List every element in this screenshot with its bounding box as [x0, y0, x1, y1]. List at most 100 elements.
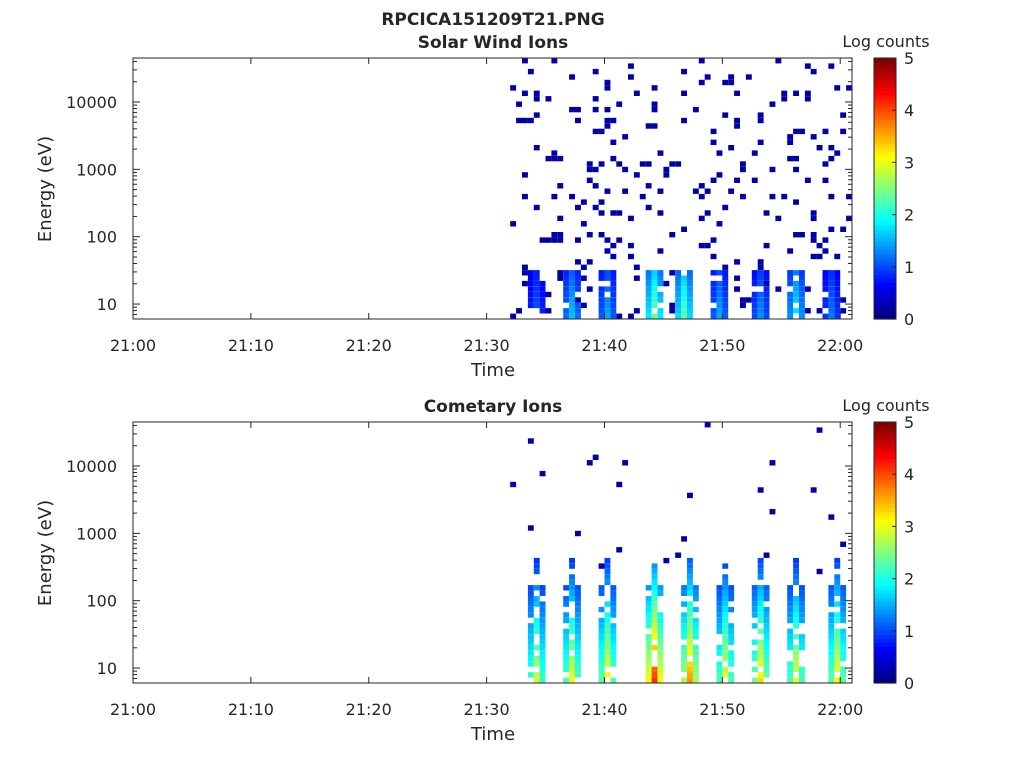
heatmap-cell: [533, 280, 540, 287]
heatmap-cell: [563, 612, 570, 618]
colorbar-swatch: [874, 176, 896, 181]
heatmap-cell: [545, 96, 552, 102]
heatmap-cell: [834, 308, 841, 314]
heatmap-cell: [769, 460, 776, 466]
heatmap-cell: [763, 552, 770, 558]
heatmap-cell: [539, 639, 546, 645]
heatmap-cell: [722, 590, 729, 596]
heatmap-cell: [610, 644, 617, 651]
heatmap-cell: [569, 590, 575, 596]
heatmap-cell: [604, 123, 611, 129]
heatmap-cell: [822, 275, 829, 281]
heatmap-cell: [545, 308, 552, 314]
heatmap-cell: [657, 313, 664, 319]
heatmap-cell: [799, 286, 805, 292]
colorbar-swatch: [874, 212, 896, 218]
heatmap-cell: [728, 74, 735, 80]
heatmap-cell: [810, 237, 817, 243]
heatmap-cell: [757, 677, 764, 683]
heatmap-cell: [522, 172, 528, 178]
colorbar-swatch: [874, 111, 896, 116]
heatmap-cell: [539, 623, 546, 629]
heatmap-cell: [716, 661, 723, 667]
heatmap-cell: [657, 308, 664, 314]
heatmap-cell: [751, 313, 758, 319]
heatmap-cell: [651, 585, 658, 591]
heatmap-cell: [793, 568, 799, 575]
heatmap-cell: [840, 308, 847, 314]
heatmap-cell: [793, 291, 799, 298]
heatmap-cell: [681, 601, 687, 607]
heatmap-cell: [787, 661, 794, 667]
heatmap-cell: [828, 623, 835, 629]
heatmap-cell: [651, 677, 658, 683]
heatmap-cell: [569, 193, 575, 200]
heatmap-cell: [598, 308, 605, 314]
heatmap-cell: [645, 650, 652, 656]
colorbar-tick-label: 4: [904, 465, 914, 484]
x-tick-label: 21:30: [464, 336, 510, 355]
heatmap-cell: [651, 596, 658, 602]
heatmap-cell: [527, 275, 534, 281]
colorbar-swatch: [874, 426, 896, 431]
heatmap-cell: [681, 661, 687, 667]
heatmap-cell: [804, 286, 811, 292]
heatmap-cell: [757, 644, 764, 651]
heatmap-cell: [527, 606, 534, 613]
heatmap-cell: [604, 579, 611, 586]
heatmap-cell: [645, 313, 652, 319]
colorbar-swatch: [874, 265, 896, 271]
colorbar-tick-label: 5: [904, 413, 914, 432]
heatmap-cell: [592, 166, 599, 173]
heatmap-cell: [586, 166, 593, 173]
heatmap-cell: [610, 634, 617, 640]
heatmap-cell: [728, 596, 735, 602]
heatmap-cell: [539, 617, 546, 624]
heatmap-cell: [610, 280, 617, 287]
heatmap-cell: [657, 280, 664, 287]
heatmap-cell: [598, 286, 605, 292]
heatmap-cell: [651, 275, 658, 281]
heatmap-cell: [575, 612, 581, 618]
heatmap-cell: [828, 308, 835, 314]
heatmap-cell: [822, 302, 829, 309]
heatmap-cell: [651, 106, 658, 113]
heatmap-cell: [575, 117, 581, 124]
heatmap-cell: [793, 617, 799, 624]
heatmap-cell: [586, 232, 593, 238]
heatmap-cell: [616, 481, 623, 488]
heatmap-cells: [510, 58, 852, 319]
heatmap-cell: [763, 302, 770, 309]
heatmap-cell: [522, 264, 528, 270]
heatmap-cell: [787, 672, 794, 678]
heatmap-cell: [598, 128, 605, 135]
heatmap-cell: [604, 275, 611, 281]
heatmap-cell: [834, 644, 841, 651]
heatmap-cell: [810, 253, 817, 260]
heatmap-cell: [575, 666, 581, 673]
heatmap-cell: [610, 210, 617, 216]
heatmap-cell: [793, 623, 799, 629]
heatmap-cell: [828, 655, 835, 662]
heatmap-cell: [527, 286, 534, 292]
panel-cometary: Cometary Ions 21:00 21:10 21:20 21:30 21:40 2…: [35, 396, 930, 745]
colorbar-swatch: [874, 462, 896, 468]
heatmap-cell: [722, 563, 729, 569]
heatmap-cell: [687, 291, 693, 298]
heatmap-cell: [710, 177, 717, 183]
colorbar-tick-label: 2: [904, 206, 914, 225]
x-axis-label: Time: [470, 360, 515, 381]
heatmap-cell: [840, 617, 847, 624]
colorbar-swatch: [874, 70, 896, 75]
heatmap-cell: [539, 661, 546, 667]
heatmap-cell: [522, 58, 528, 64]
heatmap-cell: [645, 601, 652, 607]
heatmap-cell: [751, 612, 758, 618]
heatmap-cell: [563, 628, 570, 634]
colorbar-swatch: [874, 479, 896, 484]
colorbar-swatch: [874, 90, 896, 96]
heatmap-cell: [722, 672, 729, 678]
heatmap-cell: [604, 574, 611, 580]
heatmap-cell: [681, 280, 687, 287]
colorbar-swatch: [874, 261, 896, 267]
